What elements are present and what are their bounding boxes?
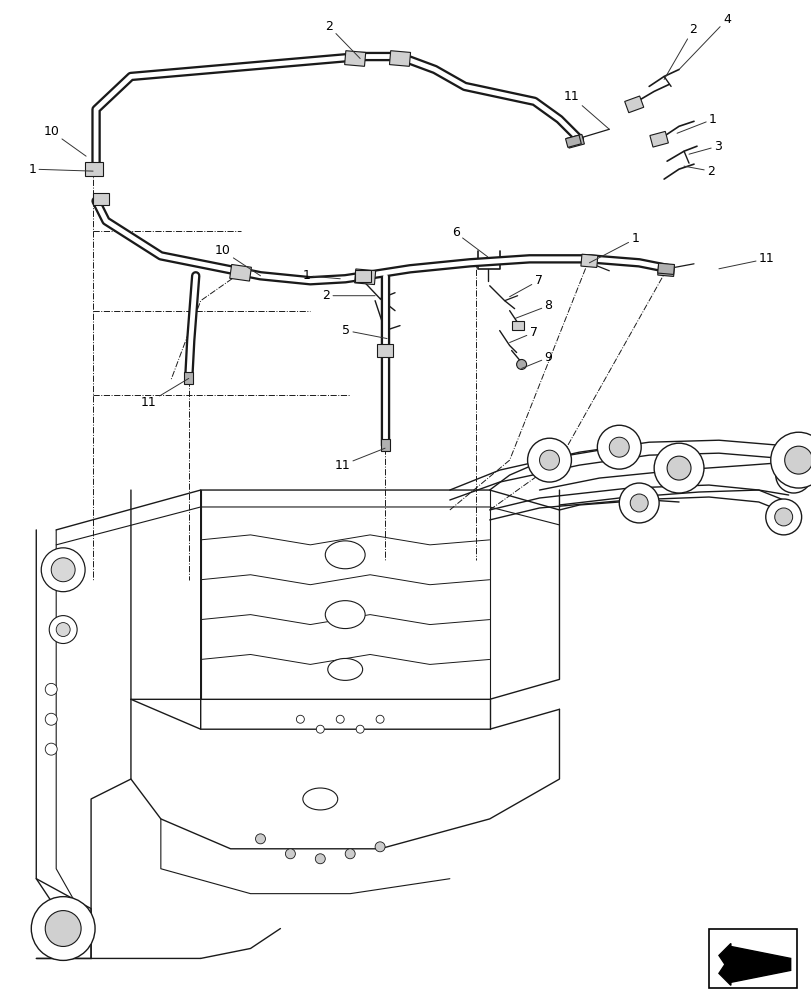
Circle shape [783, 466, 801, 484]
Circle shape [775, 457, 811, 493]
Circle shape [608, 437, 629, 457]
Bar [85, 162, 103, 176]
Text: 8: 8 [514, 299, 551, 319]
Circle shape [45, 683, 57, 695]
Circle shape [356, 725, 363, 733]
Bar [566, 134, 584, 148]
Ellipse shape [325, 541, 365, 569]
Text: 7: 7 [509, 274, 542, 297]
Ellipse shape [303, 788, 337, 810]
Text: 1: 1 [302, 269, 340, 282]
Text: 7: 7 [509, 326, 537, 343]
Bar [230, 264, 251, 281]
Text: 10: 10 [43, 125, 86, 156]
Bar [708, 929, 796, 988]
Circle shape [49, 616, 77, 644]
Bar [389, 51, 410, 66]
Text: 1: 1 [589, 232, 638, 263]
Circle shape [654, 443, 703, 493]
Text: 6: 6 [452, 226, 487, 257]
Circle shape [285, 849, 295, 859]
Bar [380, 439, 389, 451]
Text: 1: 1 [676, 113, 716, 133]
Circle shape [783, 446, 811, 474]
Text: 3: 3 [689, 140, 721, 154]
Bar [657, 263, 674, 274]
Circle shape [597, 425, 641, 469]
Bar [354, 269, 375, 285]
Bar [376, 344, 393, 357]
Bar [344, 51, 365, 66]
Text: 2: 2 [683, 165, 714, 178]
Circle shape [516, 359, 526, 369]
Circle shape [619, 483, 659, 523]
Bar [580, 254, 597, 267]
Bar [649, 131, 667, 147]
Circle shape [765, 499, 800, 535]
Bar [624, 96, 643, 113]
Circle shape [667, 456, 690, 480]
Text: 11: 11 [334, 448, 384, 472]
Circle shape [345, 849, 354, 859]
Circle shape [41, 548, 85, 592]
Circle shape [375, 842, 384, 852]
Bar [93, 193, 109, 205]
Circle shape [316, 725, 324, 733]
Text: 2: 2 [325, 20, 360, 59]
Text: 2: 2 [663, 23, 696, 79]
Text: 5: 5 [341, 324, 387, 339]
Bar [564, 135, 581, 147]
Circle shape [539, 450, 559, 470]
Circle shape [45, 743, 57, 755]
Ellipse shape [325, 601, 365, 629]
Text: 1: 1 [28, 163, 93, 176]
Ellipse shape [328, 658, 363, 680]
Circle shape [770, 432, 811, 488]
Circle shape [774, 508, 792, 526]
Circle shape [45, 713, 57, 725]
Bar [657, 265, 674, 276]
Text: 9: 9 [521, 351, 551, 368]
Circle shape [32, 897, 95, 960]
Text: 10: 10 [214, 244, 260, 276]
Circle shape [56, 623, 70, 637]
Text: 2: 2 [322, 289, 375, 302]
Circle shape [375, 715, 384, 723]
Bar [184, 372, 193, 384]
Bar [511, 321, 523, 330]
Circle shape [629, 494, 647, 512]
Circle shape [51, 558, 75, 582]
Circle shape [255, 834, 265, 844]
Circle shape [296, 715, 304, 723]
Text: 11: 11 [718, 252, 774, 269]
Polygon shape [718, 943, 790, 985]
Circle shape [527, 438, 571, 482]
Bar [354, 270, 371, 282]
Circle shape [45, 911, 81, 946]
Circle shape [315, 854, 325, 864]
Text: 11: 11 [141, 378, 188, 409]
Text: 4: 4 [678, 13, 730, 69]
Text: 11: 11 [563, 90, 608, 129]
Circle shape [336, 715, 344, 723]
